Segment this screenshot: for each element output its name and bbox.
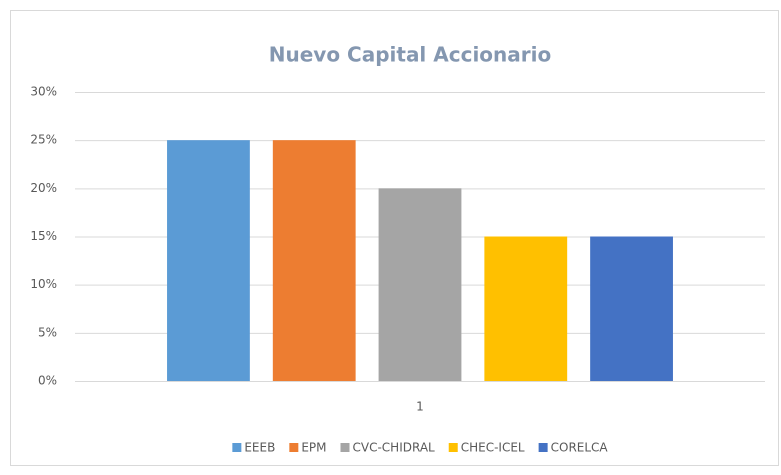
y-tick-label: 30% bbox=[30, 85, 57, 99]
bar bbox=[167, 140, 250, 381]
legend-label: EEEB bbox=[244, 441, 275, 455]
bar bbox=[272, 140, 356, 381]
legend-label: CHEC-ICEL bbox=[461, 441, 525, 455]
legend-swatch bbox=[340, 443, 350, 452]
y-tick-label: 20% bbox=[30, 181, 57, 195]
legend-swatch bbox=[448, 443, 458, 452]
y-tick-label: 5% bbox=[38, 325, 57, 339]
y-tick-label: 25% bbox=[30, 133, 57, 147]
bar bbox=[484, 236, 568, 381]
legend-swatch bbox=[232, 443, 242, 452]
bar bbox=[590, 236, 673, 381]
x-tick-label: 1 bbox=[416, 400, 424, 414]
y-tick-label: 0% bbox=[38, 374, 57, 388]
chart-title: Nuevo Capital Accionario bbox=[269, 43, 551, 67]
bar bbox=[378, 188, 462, 381]
legend-swatch bbox=[538, 443, 548, 452]
legend-label: CORELCA bbox=[551, 441, 609, 455]
legend-swatch bbox=[289, 443, 299, 452]
y-tick-label: 10% bbox=[30, 277, 57, 291]
legend-label: EPM bbox=[301, 441, 326, 455]
y-tick-label: 15% bbox=[30, 229, 57, 243]
legend-label: CVC-CHIDRAL bbox=[353, 441, 436, 455]
